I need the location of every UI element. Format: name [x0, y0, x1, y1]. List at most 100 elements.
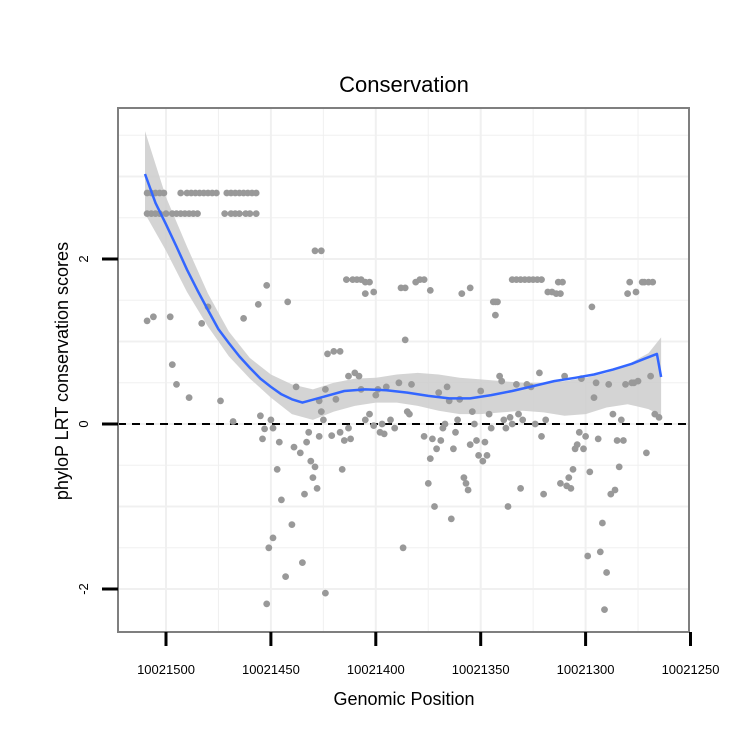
scatter-point — [217, 397, 224, 405]
scatter-point — [372, 391, 380, 399]
scatter-point — [395, 379, 403, 387]
scatter-point — [275, 438, 283, 446]
scatter-point — [601, 606, 608, 613]
panel-border — [117, 107, 690, 633]
scatter-point — [355, 372, 363, 380]
scatter-point — [311, 463, 319, 471]
smooth-fit-line — [143, 173, 663, 404]
scatter-point — [502, 424, 510, 432]
scatter-point — [370, 422, 378, 429]
scatter-point — [475, 452, 482, 459]
scatter-point — [429, 435, 436, 443]
scatter-point — [426, 287, 434, 294]
chart-title: Conservation — [339, 72, 469, 97]
scatter-point — [406, 410, 413, 418]
x-tick-label: 10021450 — [242, 662, 300, 677]
scatter-point — [345, 424, 352, 432]
scatter-point — [624, 290, 631, 297]
scatter-point — [454, 416, 461, 424]
x-tick-label: 10021400 — [347, 662, 405, 677]
scatter-point — [452, 428, 459, 436]
scatter-point — [494, 298, 501, 306]
scatter-point — [391, 424, 399, 432]
scatter-point — [254, 301, 262, 308]
scatter-point — [620, 437, 627, 444]
scatter-point — [506, 414, 514, 421]
scatter-point — [408, 381, 415, 388]
scatter-point — [213, 189, 220, 197]
scatter-point — [299, 559, 306, 566]
scatter-point — [322, 589, 329, 597]
scatter-point — [240, 315, 248, 322]
scatter-point — [282, 573, 289, 580]
scatter-point — [464, 486, 472, 494]
scatter-point — [290, 443, 298, 451]
scatter-point — [580, 445, 587, 453]
scatter-point — [458, 290, 466, 297]
scatter-point — [513, 381, 520, 388]
scatter-point — [590, 394, 598, 401]
scatter-point — [437, 437, 445, 444]
scatter-point — [592, 379, 600, 387]
scatter-point — [263, 600, 271, 608]
scatter-points-layer — [143, 189, 663, 613]
scatter-point — [498, 377, 506, 385]
x-tick-label: 10021350 — [452, 662, 510, 677]
scatter-point — [382, 383, 390, 391]
scatter-point — [380, 430, 388, 438]
scatter-point — [366, 278, 373, 286]
scatter-point — [269, 424, 277, 432]
scatter-point — [345, 372, 352, 380]
scatter-point — [487, 424, 495, 432]
scatter-point — [617, 416, 625, 424]
scatter-point — [500, 416, 508, 424]
scatter-point — [426, 455, 434, 462]
scatter-point — [424, 480, 432, 487]
scatter-point — [466, 441, 474, 448]
scatter-point — [313, 485, 321, 492]
confidence-ribbon-layer — [145, 131, 662, 420]
scatter-point — [288, 521, 296, 528]
scatter-point — [538, 276, 545, 283]
scatter-point — [519, 416, 527, 424]
scatter-point — [584, 552, 592, 560]
scatter-point — [471, 420, 478, 428]
scatter-point — [485, 410, 493, 418]
scatter-point — [401, 284, 409, 292]
scatter-point — [343, 276, 350, 283]
scatter-point — [269, 534, 277, 542]
scatter-point — [143, 317, 151, 325]
scatter-point — [340, 437, 348, 444]
scatter-point — [332, 395, 340, 403]
scatter-point — [296, 449, 304, 457]
scatter-point — [303, 438, 310, 446]
scatter-point — [611, 486, 619, 494]
scatter-point — [504, 503, 512, 510]
scatter-point — [479, 457, 487, 465]
scatter-point — [441, 420, 449, 428]
scatter-point — [634, 377, 642, 385]
scatter-point — [460, 474, 468, 481]
scatter-point — [263, 282, 271, 289]
y-tick-label: -2 — [76, 583, 91, 595]
scatter-point — [573, 441, 581, 448]
scatter-point — [466, 284, 474, 292]
scatter-point — [177, 189, 185, 197]
scatter-point — [315, 433, 323, 440]
scatter-point — [443, 383, 451, 391]
scatter-point — [366, 410, 373, 418]
x-tick-label: 10021500 — [137, 662, 195, 677]
scatter-point — [462, 480, 470, 487]
scatter-point — [338, 466, 346, 473]
scatter-point — [647, 372, 654, 380]
confidence-ribbon — [145, 131, 662, 420]
scatter-point — [292, 383, 300, 391]
scatter-point — [613, 437, 621, 444]
scatter-point — [586, 468, 594, 476]
y-tick-label: 0 — [76, 420, 91, 427]
scatter-point — [609, 410, 617, 418]
scatter-point — [435, 389, 443, 396]
scatter-point — [185, 394, 193, 401]
x-axis-label: Genomic Position — [333, 689, 474, 709]
scatter-point — [588, 303, 596, 311]
